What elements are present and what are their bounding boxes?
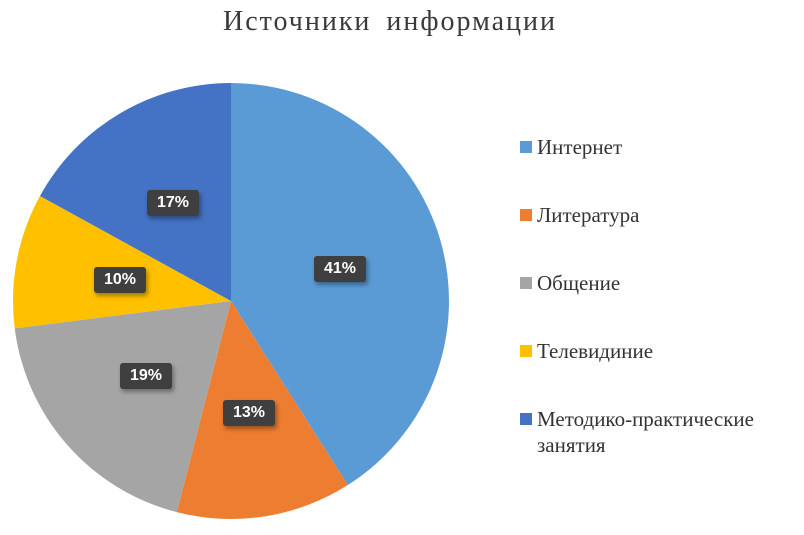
legend-item-2: Литература [520,202,798,228]
legend-swatch-icon [520,277,532,289]
legend-item-4: Телевидиние [520,338,798,364]
legend-swatch-icon [520,413,532,425]
legend-item-5: Методико-практические занятия [520,406,798,458]
pie-slice-4 [13,195,232,329]
legend-swatch-icon [520,209,532,221]
legend-swatch-icon [520,141,532,153]
pie-slice-3 [14,301,231,513]
legend-label: Общение [537,271,621,295]
legend-label: Интернет [537,135,623,159]
legend-item-1: Интернет [520,134,798,160]
legend-label: Литература [537,203,640,227]
legend-label: Телевидиние [537,339,654,363]
legend-label: Методико-практические занятия [537,407,754,457]
pie-slice-1 [231,83,449,486]
legend-swatch-icon [520,345,532,357]
pie-slice-5 [39,83,231,301]
chart-title: Источники информации [222,6,558,37]
legend-item-3: Общение [520,270,798,296]
chart-legend: Интернет Литература Общение Телевидиние Мето… [520,134,798,458]
